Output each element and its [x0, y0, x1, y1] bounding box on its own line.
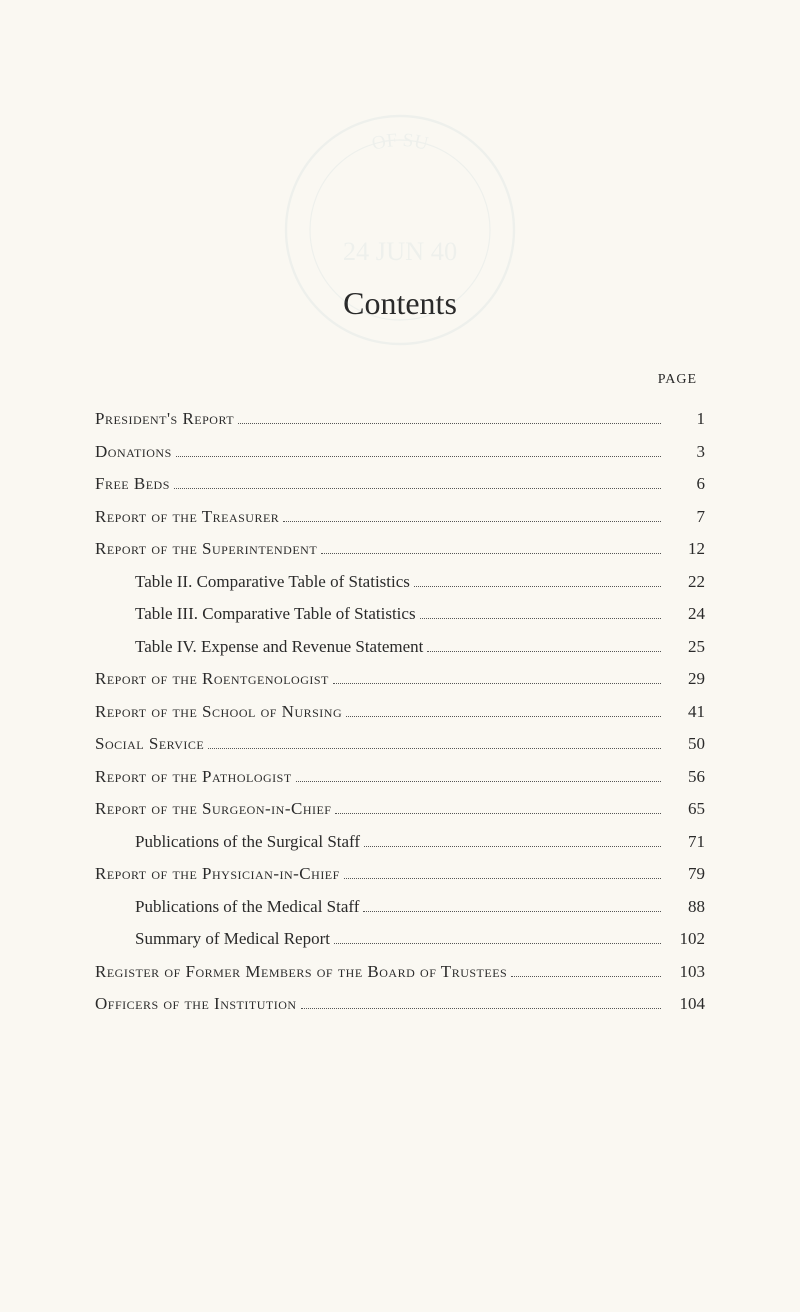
toc-page-number: 6	[665, 471, 705, 497]
toc-page-number: 3	[665, 439, 705, 465]
toc-dots	[283, 521, 661, 522]
toc-dots	[238, 423, 661, 424]
toc-label: Publications of the Surgical Staff	[95, 829, 360, 855]
toc-page-number: 65	[665, 796, 705, 822]
toc-label: Table III. Comparative Table of Statisti…	[95, 601, 416, 627]
table-of-contents: President's Report 1 Donations 3 Free Beds 6 R…	[95, 406, 705, 1017]
toc-label: Officers of the Institution	[95, 991, 297, 1017]
toc-row: Publications of the Medical Staff 88	[95, 894, 705, 920]
toc-page-number: 1	[665, 406, 705, 432]
toc-label: Free Beds	[95, 471, 170, 497]
toc-label: Summary of Medical Report	[95, 926, 330, 952]
toc-dots	[333, 683, 661, 684]
toc-page-number: 41	[665, 699, 705, 725]
toc-page-number: 24	[665, 601, 705, 627]
toc-label: Table II. Comparative Table of Statistic…	[95, 569, 410, 595]
toc-dots	[334, 943, 661, 944]
toc-page-number: 102	[665, 926, 705, 952]
toc-dots	[346, 716, 661, 717]
toc-dots	[176, 456, 661, 457]
svg-text:24 JUN 40: 24 JUN 40	[343, 236, 457, 266]
toc-row: Report of the Superintendent 12	[95, 536, 705, 562]
toc-page-number: 50	[665, 731, 705, 757]
toc-label: Publications of the Medical Staff	[95, 894, 359, 920]
toc-label: Report of the Roentgenologist	[95, 666, 329, 692]
toc-page-number: 12	[665, 536, 705, 562]
toc-label: Donations	[95, 439, 172, 465]
toc-row: President's Report 1	[95, 406, 705, 432]
toc-page-number: 25	[665, 634, 705, 660]
toc-page-number: 103	[665, 959, 705, 985]
toc-dots	[174, 488, 661, 489]
toc-row: Register of Former Members of the Board …	[95, 959, 705, 985]
toc-dots	[364, 846, 661, 847]
toc-page-number: 56	[665, 764, 705, 790]
toc-dots	[414, 586, 661, 587]
toc-page-number: 29	[665, 666, 705, 692]
contents-title: Contents	[95, 285, 705, 322]
svg-text:OF SU: OF SU	[370, 130, 431, 155]
toc-label: Social Service	[95, 731, 204, 757]
toc-label: President's Report	[95, 406, 234, 432]
toc-dots	[427, 651, 661, 652]
toc-row: Publications of the Surgical Staff 71	[95, 829, 705, 855]
toc-dots	[208, 748, 661, 749]
toc-row: Table III. Comparative Table of Statisti…	[95, 601, 705, 627]
toc-row: Free Beds 6	[95, 471, 705, 497]
toc-row: Report of the Pathologist 56	[95, 764, 705, 790]
toc-page-number: 104	[665, 991, 705, 1017]
toc-label: Report of the Physician-in-Chief	[95, 861, 340, 887]
toc-page-number: 71	[665, 829, 705, 855]
toc-row: Report of the Roentgenologist 29	[95, 666, 705, 692]
toc-page-number: 79	[665, 861, 705, 887]
toc-row: Report of the Physician-in-Chief 79	[95, 861, 705, 887]
toc-row: Report of the Surgeon-in-Chief 65	[95, 796, 705, 822]
toc-label: Register of Former Members of the Board …	[95, 959, 507, 985]
toc-row: Report of the Treasurer 7	[95, 504, 705, 530]
toc-label: Report of the Pathologist	[95, 764, 292, 790]
toc-dots	[420, 618, 661, 619]
toc-page-number: 88	[665, 894, 705, 920]
toc-dots	[321, 553, 661, 554]
toc-dots	[511, 976, 661, 977]
toc-dots	[296, 781, 661, 782]
toc-dots	[335, 813, 661, 814]
toc-row: Officers of the Institution 104	[95, 991, 705, 1017]
toc-row: Table IV. Expense and Revenue Statement 2…	[95, 634, 705, 660]
page-column-header: PAGE	[95, 372, 705, 388]
toc-dots	[363, 911, 661, 912]
toc-label: Report of the School of Nursing	[95, 699, 342, 725]
toc-row: Donations 3	[95, 439, 705, 465]
toc-row: Social Service 50	[95, 731, 705, 757]
toc-label: Report of the Treasurer	[95, 504, 279, 530]
toc-page-number: 22	[665, 569, 705, 595]
toc-row: Summary of Medical Report 102	[95, 926, 705, 952]
toc-row: Report of the School of Nursing 41	[95, 699, 705, 725]
toc-label: Table IV. Expense and Revenue Statement	[95, 634, 423, 660]
toc-dots	[301, 1008, 661, 1009]
toc-row: Table II. Comparative Table of Statistic…	[95, 569, 705, 595]
toc-label: Report of the Surgeon-in-Chief	[95, 796, 331, 822]
toc-label: Report of the Superintendent	[95, 536, 317, 562]
toc-dots	[344, 878, 661, 879]
toc-page-number: 7	[665, 504, 705, 530]
